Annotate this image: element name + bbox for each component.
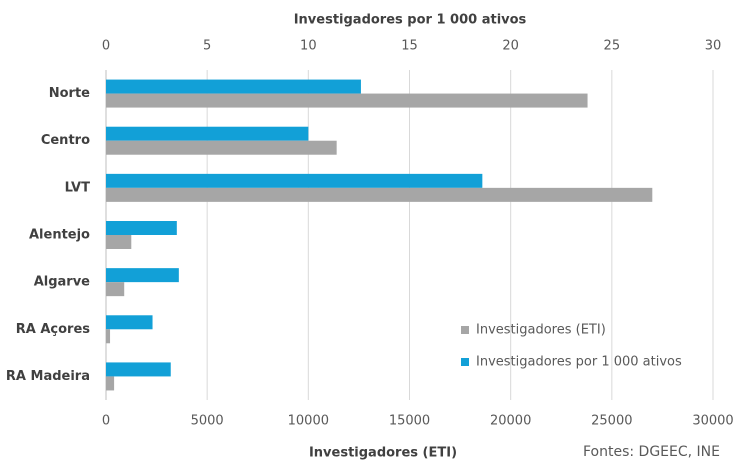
bar [106,173,483,188]
x2-tick-label: 5 [203,39,211,54]
y-tick-label: Alentejo [29,228,90,243]
x2-tick-label: 15 [401,39,418,54]
x-tick-label: 30000 [692,414,733,429]
y-tick-label: RA Madeira [6,369,90,384]
bar [106,126,309,141]
y-tick-label: Centro [41,133,90,148]
y-tick-label: LVT [65,180,91,195]
bar [106,376,115,391]
x2-tick-label: 20 [502,39,519,54]
x-tick-label: 25000 [591,414,632,429]
legend-swatch [461,326,469,334]
legend-label: Investigadores (ETI) [476,323,606,338]
bar [106,268,179,283]
bar [106,79,361,94]
bar [106,221,177,235]
x2-tick-label: 10 [300,39,317,54]
x-tick-label: 20000 [490,414,531,429]
y-tick-label: Algarve [34,275,90,290]
legend-swatch [461,358,469,366]
legend-label: Investigadores por 1 000 ativos [476,355,682,370]
bar [106,235,132,249]
bar [106,329,111,344]
bar [106,315,153,330]
y-tick-label: Norte [49,86,90,101]
x2-tick-label: 25 [604,39,621,54]
bar [106,93,588,108]
bar [106,282,125,297]
bar [106,187,653,202]
x2-tick-label: 0 [102,39,110,54]
x-tick-label: 15000 [389,414,430,429]
y-tick-label: RA Açores [16,322,91,337]
x-tick-label: 10000 [288,414,329,429]
bottom-axis-title: Investigadores (ETI) [309,446,457,461]
top-axis-title: Investigadores por 1 000 ativos [294,13,527,28]
bar [106,362,171,377]
x-tick-label: 5000 [191,414,224,429]
source: Fontes: DGEEC, INE [583,444,720,460]
bar [106,140,337,155]
x-tick-label: 0 [102,414,110,429]
x2-tick-label: 30 [705,39,722,54]
